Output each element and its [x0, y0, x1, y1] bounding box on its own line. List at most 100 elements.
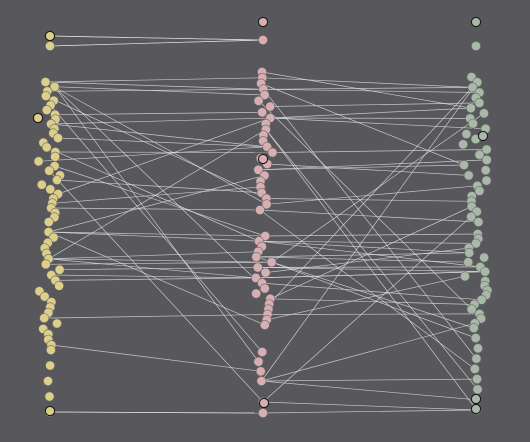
- right-column-node: [469, 363, 480, 374]
- link: [57, 137, 268, 148]
- middle-column-node: [255, 366, 266, 377]
- right-column-node: [480, 165, 491, 176]
- left-column-node: [46, 345, 56, 355]
- left-column-highlighted-node: [44, 30, 56, 42]
- link: [51, 207, 261, 211]
- middle-column-node: [251, 288, 262, 299]
- right-column-node: [481, 175, 492, 186]
- left-column-node: [41, 105, 52, 115]
- link: [46, 146, 260, 242]
- link: [258, 159, 487, 171]
- left-column-node: [54, 280, 64, 291]
- link: [45, 81, 267, 205]
- right-column-node: [473, 343, 483, 354]
- left-column-node: [45, 360, 55, 371]
- node-layer: [32, 16, 493, 418]
- link: [270, 206, 472, 300]
- middle-column-node: [261, 199, 272, 210]
- right-column-node: [476, 294, 487, 305]
- link: [261, 380, 476, 401]
- link: [258, 100, 482, 319]
- link: [57, 117, 271, 195]
- link: [49, 39, 264, 47]
- link: [48, 129, 267, 260]
- link: [271, 261, 476, 339]
- left-column-node: [44, 391, 55, 402]
- link: [271, 113, 485, 263]
- link: [272, 149, 487, 153]
- link: [51, 344, 261, 372]
- right-column-node: [467, 82, 478, 93]
- link: [266, 275, 466, 321]
- right-column-node: [468, 323, 479, 333]
- middle-column-node: [258, 35, 268, 45]
- right-column-node: [471, 41, 481, 51]
- middle-column-node: [253, 356, 264, 367]
- link: [258, 240, 477, 244]
- link: [38, 146, 268, 162]
- right-column-node: [465, 103, 476, 113]
- middle-column-node: [253, 164, 264, 175]
- right-column-highlighted-node: [477, 130, 489, 142]
- link: [48, 231, 260, 242]
- left-column-node: [39, 291, 50, 302]
- link: [50, 123, 268, 148]
- right-column-node: [472, 384, 483, 395]
- link: [261, 378, 478, 382]
- middle-column-highlighted-node: [257, 153, 269, 165]
- left-column-node: [39, 313, 50, 323]
- right-column-node: [474, 185, 485, 196]
- left-column-node: [49, 81, 60, 92]
- right-column-node: [468, 118, 478, 129]
- left-column-node: [33, 156, 44, 167]
- link: [48, 258, 272, 263]
- left-column-highlighted-node: [44, 405, 56, 417]
- middle-column-node: [257, 107, 268, 118]
- link: [48, 175, 265, 233]
- link: [56, 179, 262, 194]
- left-column-node: [41, 91, 51, 101]
- right-column-node: [481, 154, 492, 165]
- right-column-node: [458, 139, 468, 150]
- link: [54, 86, 259, 362]
- left-column-node: [45, 41, 55, 51]
- link: [50, 105, 263, 353]
- left-column-node: [43, 217, 54, 227]
- link: [55, 111, 263, 116]
- link: [51, 274, 256, 279]
- right-column-node: [470, 333, 481, 343]
- middle-column-highlighted-node: [258, 397, 270, 409]
- link: [268, 87, 473, 305]
- right-column-node: [461, 129, 472, 139]
- link: [265, 129, 477, 411]
- left-column-node: [36, 179, 47, 190]
- link: [270, 117, 486, 130]
- link: [52, 186, 261, 204]
- right-column-node: [466, 211, 476, 222]
- left-column-node: [43, 376, 53, 386]
- link: [256, 252, 470, 258]
- link: [54, 86, 266, 289]
- right-column-node: [459, 160, 469, 170]
- link: [267, 163, 469, 176]
- left-column-node: [50, 151, 60, 162]
- right-column-node: [480, 266, 490, 277]
- link: [261, 71, 471, 109]
- link: [262, 401, 477, 411]
- link: [55, 277, 256, 281]
- link: [260, 83, 465, 166]
- link: [258, 164, 465, 171]
- left-column-node: [40, 259, 51, 270]
- middle-column-node: [259, 90, 270, 100]
- link: [270, 107, 471, 119]
- link: [258, 240, 481, 268]
- middle-column-node: [265, 101, 276, 112]
- right-column-node: [479, 108, 489, 119]
- right-column-node: [463, 257, 474, 268]
- link: [49, 35, 264, 41]
- right-column-node: [473, 217, 484, 227]
- right-column-node: [464, 247, 475, 258]
- middle-column-node: [256, 376, 267, 386]
- link: [45, 95, 267, 199]
- middle-column-node: [266, 257, 277, 268]
